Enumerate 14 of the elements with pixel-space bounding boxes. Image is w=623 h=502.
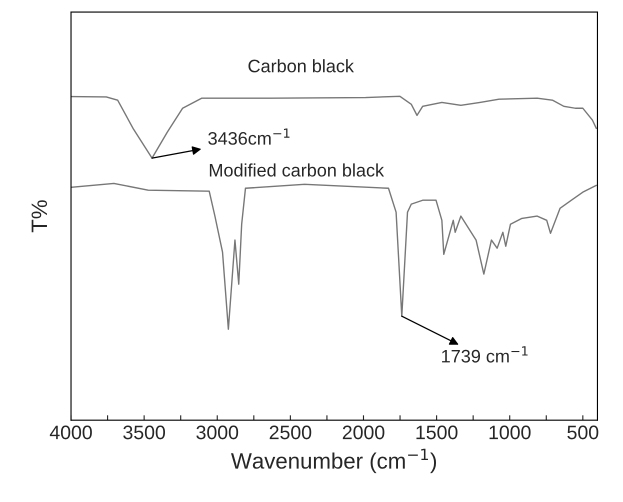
x-tick-label: 4000 bbox=[50, 426, 92, 440]
x-tick-label: 3500 bbox=[123, 426, 166, 440]
x-tick-label: 500 bbox=[567, 426, 598, 440]
x-axis-title: Wavenumber (cm$^{−1}$) bbox=[231, 448, 436, 474]
x-tick-label: 1500 bbox=[416, 426, 458, 440]
series-label: Modified carbon black bbox=[210, 163, 384, 177]
annotation: 3436cm$^{−1}$ bbox=[208, 128, 290, 145]
series-label: Carbon black bbox=[248, 59, 354, 72]
x-tick-label: 1000 bbox=[490, 426, 531, 440]
x-tick-label: 2500 bbox=[270, 426, 312, 440]
x-tick-label: 2000 bbox=[342, 426, 384, 440]
y-axis-title: T% bbox=[32, 200, 48, 232]
x-tick-label: 3000 bbox=[196, 426, 238, 440]
annotation: 1739 cm$^{−1}$ bbox=[442, 346, 528, 363]
